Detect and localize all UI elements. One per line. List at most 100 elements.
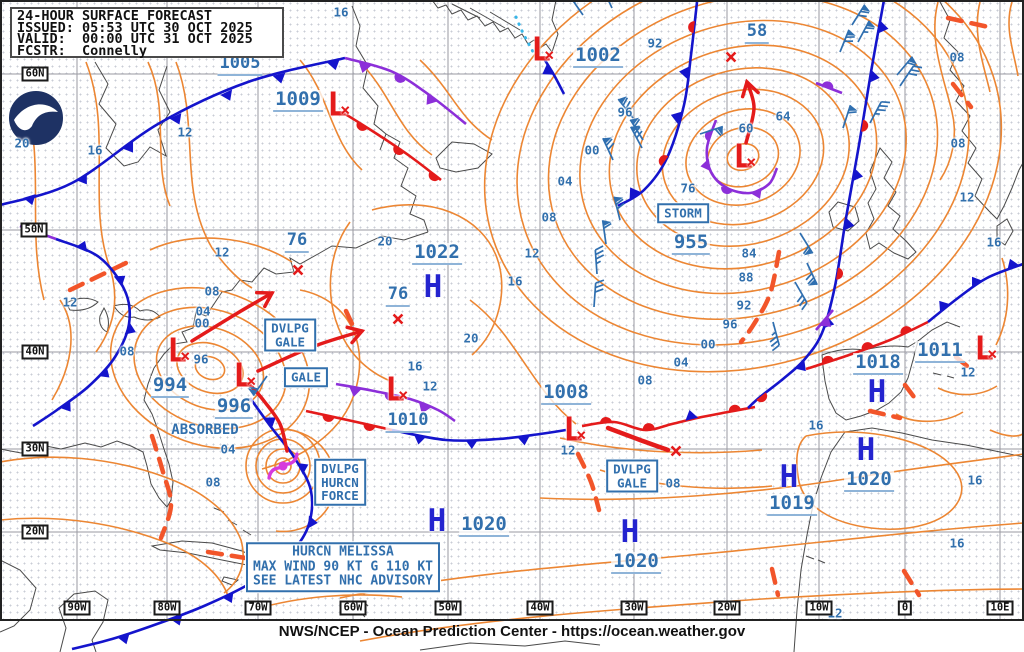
front-marker-semicircle (836, 267, 844, 280)
isobar-line (636, 66, 850, 248)
coastline-path (828, 201, 860, 232)
cold-front (391, 428, 567, 450)
front-marker-semicircle (600, 416, 612, 424)
coastline-path (996, 218, 1014, 246)
front-marker-triangle (465, 439, 479, 450)
isobar-line (194, 355, 226, 381)
front-marker-triangle (413, 434, 427, 445)
front-marker-triangle (122, 141, 134, 153)
coastline-path (385, 133, 429, 233)
front-marker-semicircle (322, 414, 335, 422)
header-valid: VALID: 00:00 UTC 31 OCT 2025 (17, 31, 253, 48)
wind-barbs (247, 0, 923, 397)
isobar-line (995, 257, 1009, 346)
isobar-line (934, 1, 956, 181)
warm-front (305, 409, 393, 432)
isobar-line (937, 385, 998, 396)
wind-barb (899, 65, 923, 87)
coastline-path (932, 372, 955, 379)
front-marker-semicircle (756, 392, 768, 403)
isobar-line (359, 61, 433, 156)
movement-arrows (190, 78, 760, 453)
header-forecaster: FCSTR: Connelly (17, 42, 148, 59)
cold-front (747, 0, 889, 409)
front-marker-triangle (419, 402, 432, 414)
front-line (927, 262, 1024, 324)
trough-line (149, 433, 174, 541)
coastline-path (65, 297, 99, 311)
front-marker-triangle (221, 591, 234, 603)
trough-line (901, 568, 922, 598)
occluded-front (815, 309, 834, 331)
coastline-path (0, 231, 429, 508)
coastline-path (451, 3, 521, 31)
isobar-line (547, 0, 939, 321)
front-line (514, 15, 541, 65)
front-line (341, 110, 442, 182)
wind-barb (857, 20, 876, 43)
front-marker-triangle (270, 561, 281, 574)
trough-line (867, 408, 903, 421)
front-line (815, 309, 834, 331)
coastline-path (865, 147, 917, 260)
isobar-line (339, 522, 1024, 599)
footer-credit: NWS/NCEP - Ocean Prediction Center - htt… (278, 623, 746, 640)
lat-lon-grid (2, 2, 1022, 620)
isobar-line (599, 469, 773, 490)
isobar-line (133, 306, 287, 430)
isobar-line (989, 429, 1024, 437)
wind-barb (601, 220, 612, 245)
isobar-line (483, 0, 1003, 373)
wind-barb (594, 245, 605, 275)
isobar-line (175, 61, 253, 289)
front-marker-triangle (97, 366, 110, 378)
front-marker-triangle (843, 217, 855, 231)
isobar-line (0, 517, 229, 597)
front-marker-triangle (794, 359, 806, 372)
dots-front (514, 15, 541, 65)
trough-line (205, 549, 255, 562)
front-line (335, 382, 456, 423)
coastline-path (113, 303, 161, 321)
front-marker-semicircle (393, 145, 405, 156)
coastline-path (419, 640, 601, 651)
wind-barb (805, 262, 818, 286)
warm-front (805, 320, 929, 371)
front-marker-semicircle (642, 423, 655, 431)
isobar-line (176, 341, 244, 395)
front-marker-triangle (685, 410, 699, 421)
isobar-line (796, 431, 963, 530)
occluded-front (700, 119, 779, 199)
isobar-line (147, 61, 171, 207)
front-marker-semicircle (861, 119, 869, 132)
front-marker-triangle (117, 633, 130, 645)
front-marker-semicircle (356, 121, 368, 131)
front-marker-triangle (852, 168, 864, 182)
wind-barb (593, 279, 605, 308)
isobar-line (685, 108, 801, 206)
front-line (305, 409, 393, 432)
wind-barb (568, 0, 584, 16)
header-issued: ISSUED: 05:53 UTC 30 OCT 2025 (17, 19, 253, 36)
wind-barb (613, 196, 625, 221)
coastline-path (99, 306, 109, 333)
isobar-line (299, 59, 363, 171)
isobar-line (895, 411, 964, 423)
low-movement-arrow (740, 78, 760, 145)
wind-barb (839, 29, 856, 53)
wind-barb (769, 321, 781, 352)
low-movement-arrow (605, 425, 671, 453)
cold-front (927, 258, 1024, 324)
trough-line (950, 81, 974, 110)
isobar-line (469, 299, 577, 425)
front-marker-triangle (358, 62, 372, 73)
isobar-line (149, 237, 293, 263)
occluded-front (335, 382, 456, 423)
front-marker-triangle (349, 386, 362, 397)
trough-lines (67, 15, 996, 598)
cold-front (71, 397, 318, 651)
front-marker-triangle (819, 315, 832, 327)
front-marker-semicircle (821, 81, 834, 90)
